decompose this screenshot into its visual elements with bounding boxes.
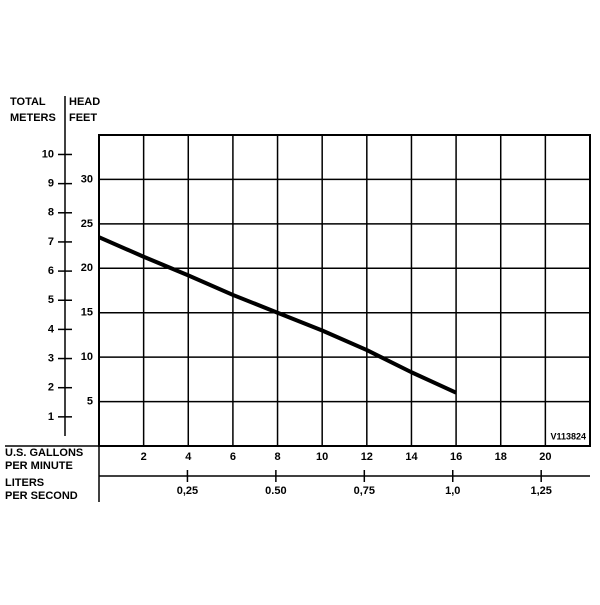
x2-tick-label: 1,25 bbox=[530, 485, 551, 497]
x-tick-label: 18 bbox=[495, 451, 507, 463]
y2-tick-label: 5 bbox=[48, 294, 54, 306]
y2-tick-label: 7 bbox=[48, 236, 54, 248]
y2-tick-label: 1 bbox=[48, 411, 54, 423]
y-tick-label: 25 bbox=[81, 218, 93, 230]
y2-tick-label: 2 bbox=[48, 382, 54, 394]
y2-tick-label: 8 bbox=[48, 207, 54, 219]
plot-frame bbox=[98, 134, 591, 447]
x-tick-label: 8 bbox=[274, 451, 280, 463]
y2-tick-label: 6 bbox=[48, 265, 54, 277]
x2-label: PER SECOND bbox=[5, 490, 78, 502]
annotation: V113824 bbox=[550, 431, 586, 441]
y2-tick-label: 4 bbox=[48, 323, 55, 335]
x-tick-label: 2 bbox=[141, 451, 147, 463]
y-tick-label: 15 bbox=[81, 307, 93, 319]
y-label-right: HEAD bbox=[69, 96, 100, 108]
x-tick-label: 10 bbox=[316, 451, 328, 463]
y-label-left: TOTAL bbox=[10, 96, 46, 108]
y-label-left: METERS bbox=[10, 112, 56, 124]
x-tick-label: 16 bbox=[450, 451, 462, 463]
x2-tick-label: 0,75 bbox=[354, 485, 375, 497]
y-tick-label: 5 bbox=[87, 395, 93, 407]
y-label-right: FEET bbox=[69, 112, 97, 124]
x-tick-label: 4 bbox=[185, 451, 192, 463]
x2-label: LITERS bbox=[5, 477, 44, 489]
y-tick-label: 10 bbox=[81, 351, 93, 363]
y2-tick-label: 9 bbox=[48, 178, 54, 190]
x-label: PER MINUTE bbox=[5, 460, 73, 472]
y-tick-label: 30 bbox=[81, 173, 93, 185]
x2-tick-label: 1,0 bbox=[445, 485, 460, 497]
y2-tick-label: 3 bbox=[48, 352, 54, 364]
x-label: U.S. GALLONS bbox=[5, 447, 83, 459]
x-tick-label: 14 bbox=[405, 451, 418, 463]
x-tick-label: 20 bbox=[539, 451, 551, 463]
y-tick-label: 20 bbox=[81, 262, 93, 274]
pump-curve bbox=[98, 235, 457, 395]
x-tick-label: 6 bbox=[230, 451, 236, 463]
x2-tick-label: 0,25 bbox=[177, 485, 198, 497]
x2-tick-label: 0.50 bbox=[265, 485, 286, 497]
x-tick-label: 12 bbox=[361, 451, 373, 463]
y2-tick-label: 10 bbox=[42, 148, 54, 160]
